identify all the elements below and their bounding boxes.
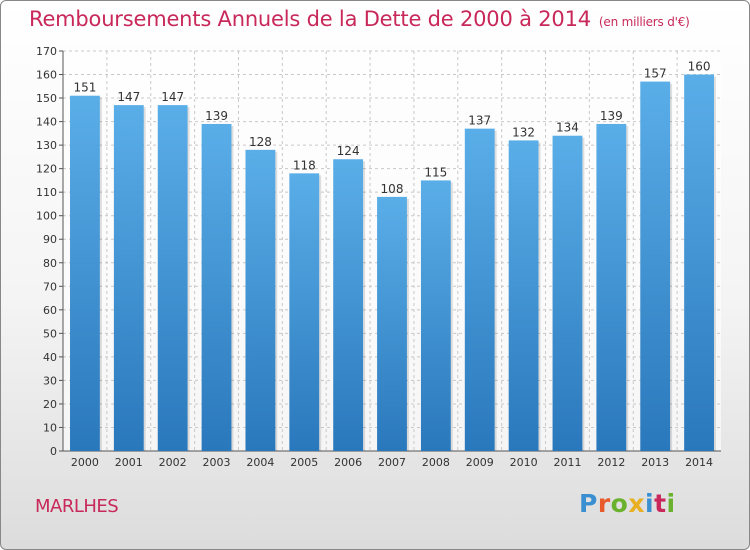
bar-2014 [684,74,714,451]
y-tick-label-100: 100 [36,210,57,223]
bar-value-label-2003: 139 [205,109,228,123]
x-tick-label-2002: 2002 [159,456,187,469]
bar-2008 [420,180,451,452]
y-tick-label-170: 170 [36,45,57,58]
bar-2003 [201,123,232,452]
logo-letter: i [666,489,676,518]
bar-value-label-2008: 115 [424,165,447,179]
bar-value-label-2012: 139 [600,109,623,123]
bar-2002 [157,105,188,451]
y-tick-label-40: 40 [43,351,57,364]
logo-letter: x [628,489,645,518]
logo-letter: o [610,489,629,518]
bar-2000 [70,95,100,452]
y-tick-label-60: 60 [43,304,57,317]
bar-value-label-2006: 124 [337,144,360,158]
bar-2004 [245,149,276,451]
logo-letter: t [654,489,667,518]
y-tick-label-50: 50 [43,327,57,340]
bars [70,74,716,452]
bar-value-label-2009: 137 [468,114,491,128]
bar-value-label-2004: 128 [249,135,272,149]
x-tick-label-2014: 2014 [685,456,713,469]
bar-value-label-2014: 160 [688,60,711,74]
x-tick-label-2001: 2001 [115,456,143,469]
chart-title: Remboursements Annuels de la Dette de 20… [29,7,690,31]
y-tick-label-140: 140 [36,116,57,129]
x-tick-label-2012: 2012 [597,456,625,469]
x-tick-label-2004: 2004 [246,456,274,469]
y-tick-label-80: 80 [43,257,57,270]
bar-2006 [333,159,364,451]
proxiti-logo: Proxiti [579,489,676,518]
bar-2010 [508,140,539,452]
x-tick-label-2005: 2005 [290,456,318,469]
x-tick-label-2011: 2011 [553,456,581,469]
x-tick-label-2006: 2006 [334,456,362,469]
y-tick-label-70: 70 [43,280,57,293]
y-tick-label-130: 130 [36,139,57,152]
bar-value-label-2007: 108 [381,182,404,196]
y-tick-label-10: 10 [43,421,57,434]
logo-letter: r [597,489,611,518]
logo-letter: i [645,489,655,518]
bar-2011 [552,135,583,452]
y-tick-label-20: 20 [43,398,57,411]
data-labels: 151 147 147 139 128 118 124 108 115 137 132 134 139 1… [73,60,710,196]
bar-value-label-2011: 134 [556,121,579,135]
x-tick-label-2003: 2003 [203,456,231,469]
bar-value-label-2010: 132 [512,125,535,139]
bar-value-label-2002: 147 [161,90,184,104]
bar-2001 [113,105,144,451]
bar-value-label-2001: 147 [117,90,140,104]
bar-2009 [464,128,495,451]
chart-title-text: Remboursements Annuels de la Dette de 20… [29,7,591,31]
bar-2007 [377,196,407,451]
y-tick-label-110: 110 [36,186,57,199]
commune-name: MARLHES [35,496,119,517]
x-tick-label-2007: 2007 [378,456,406,469]
y-tick-label-90: 90 [43,233,57,246]
bar-value-label-2005: 118 [293,158,316,172]
bar-value-label-2000: 151 [73,81,96,95]
x-tick-label-2000: 2000 [71,456,99,469]
x-tick-label-2010: 2010 [510,456,538,469]
y-tick-label-150: 150 [36,92,57,105]
bar-value-label-2013: 157 [644,67,667,81]
y-tick-label-120: 120 [36,163,57,176]
bar-2013 [640,81,671,452]
chart-subtitle: (en milliers d'€) [598,15,690,29]
x-tick-label-2013: 2013 [641,456,669,469]
x-tick-label-2008: 2008 [422,456,450,469]
y-tick-label-30: 30 [43,374,57,387]
logo-letter: P [579,489,598,518]
y-tick-label-0: 0 [50,445,57,458]
x-tick-label-2009: 2009 [466,456,494,469]
y-tick-label-160: 160 [36,69,57,82]
bar-2005 [289,173,320,451]
bar-2012 [596,123,627,452]
